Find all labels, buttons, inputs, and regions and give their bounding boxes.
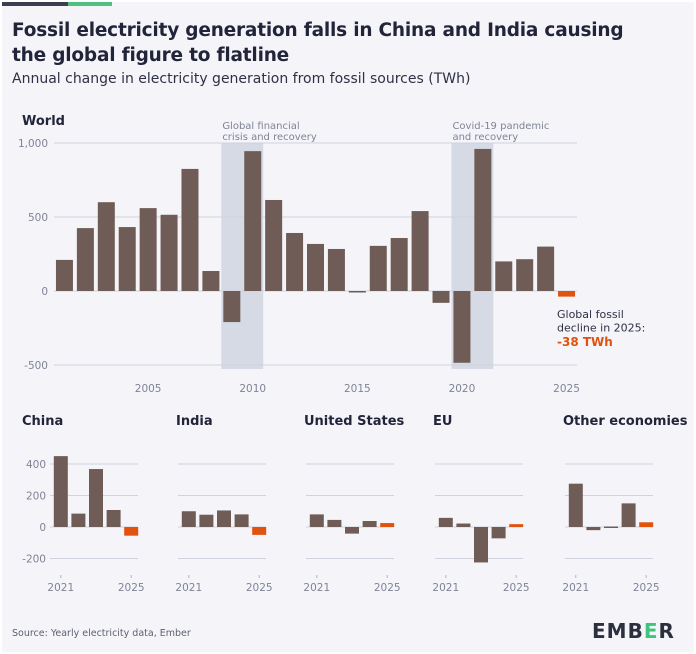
india-xtick-label-1: 2025 (246, 582, 273, 594)
logo-part-e: E (643, 619, 659, 643)
india-bar-2022 (199, 514, 214, 527)
china-bar-2022 (71, 513, 86, 527)
band-label-1-1: and recovery (452, 132, 518, 143)
world-bar-2022 (495, 261, 513, 291)
chart-title: Fossil electricity generation falls in C… (12, 20, 624, 66)
eu-bar-2023 (474, 527, 488, 563)
world-panel-title: World (22, 114, 65, 129)
world-bar-2011 (265, 199, 283, 291)
other-economies-bar-2021 (568, 483, 583, 527)
other-economies-xtick-label-0: 2021 (562, 582, 589, 594)
other-economies-bar-2024 (621, 503, 636, 527)
band-label-0-1: crisis and recovery (222, 132, 317, 143)
annotation-line-1: decline in 2025: (557, 322, 645, 335)
world-bar-2016 (369, 245, 387, 291)
china-bar-2024 (106, 509, 121, 527)
india-xtick-label-0: 2021 (175, 582, 202, 594)
band-label-1-0: Covid-19 pandemic (452, 121, 549, 132)
world-bar-2003 (97, 202, 115, 291)
world-bar-2013 (307, 243, 324, 291)
world-xtick-label-4: 2025 (553, 383, 580, 395)
other-economies-bar-2025 (639, 522, 654, 527)
eu-panel-title: EU (433, 414, 452, 429)
eu-bar-2024 (491, 527, 506, 539)
china-xtick-label-0: 2021 (47, 582, 74, 594)
band-label-0-0: Global financial (222, 121, 299, 132)
china-ytick-label-1: 200 (26, 491, 46, 503)
world-bar-2017 (390, 238, 408, 291)
world-bar-2005 (139, 208, 157, 291)
world-bar-2004 (118, 227, 136, 291)
world-bar-2015 (348, 291, 366, 293)
india-bar-2023 (217, 510, 231, 527)
annotation-line-0: Global fossil (557, 308, 624, 321)
united-states-bar-2024 (362, 521, 377, 527)
china-ytick-label-3: -200 (22, 554, 46, 566)
eu-bar-2021 (438, 517, 453, 527)
other-economies-panel-title: Other economies (563, 414, 688, 429)
world-ytick-label-3: -500 (24, 360, 48, 372)
world-xtick-label-3: 2020 (449, 383, 476, 395)
eu-bar-2022 (456, 523, 471, 527)
brand-accent-bar (2, 2, 112, 6)
china-ytick-label-0: 400 (26, 459, 46, 471)
world-bar-2020 (453, 291, 471, 363)
world-bar-2001 (55, 259, 73, 291)
source-note: Source: Yearly electricity data, Ember (12, 628, 191, 639)
united-states-bar-2025 (380, 523, 395, 527)
world-ytick-label-0: 1,000 (18, 138, 48, 150)
other-economies-bar-2023 (604, 526, 618, 528)
world-bar-2021 (474, 148, 492, 291)
world-bar-2008 (202, 271, 220, 291)
china-panel-title: China (22, 414, 63, 429)
world-bar-2018 (411, 211, 429, 291)
india-bar-2025 (252, 527, 267, 535)
world-bar-2012 (286, 232, 304, 291)
eu-xtick-label-1: 2025 (503, 582, 530, 594)
world-bar-2009 (223, 291, 241, 323)
logo-part-3: R (658, 619, 675, 643)
united-states-bar-2023 (345, 527, 359, 534)
world-bar-2006 (160, 214, 178, 291)
eu-xtick-label-0: 2021 (432, 582, 459, 594)
china-bar-2021 (53, 456, 68, 527)
world-bar-2002 (76, 228, 94, 291)
united-states-xtick-label-1: 2025 (374, 582, 401, 594)
china-bar-2025 (124, 527, 139, 536)
united-states-panel-title: United States (304, 414, 405, 429)
annotation-value: -38 TWh (557, 335, 613, 349)
world-xtick-label-0: 2005 (135, 383, 162, 395)
world-ytick-label-2: 0 (41, 286, 48, 298)
china-bar-2023 (89, 469, 103, 527)
world-bar-2010 (244, 151, 262, 291)
china-ytick-label-2: 0 (39, 522, 46, 534)
world-bar-2019 (432, 291, 450, 303)
world-bar-2023 (516, 259, 534, 291)
india-bar-2024 (234, 514, 249, 527)
united-states-bar-2022 (327, 519, 342, 527)
logo-part-1: EMB (592, 619, 644, 643)
world-bar-2007 (181, 168, 199, 291)
ember-logo: EMBER (592, 619, 675, 643)
united-states-bar-2021 (309, 514, 324, 527)
world-xtick-label-2: 2015 (344, 383, 371, 395)
other-economies-bar-2022 (586, 527, 601, 531)
world-xtick-label-1: 2010 (239, 383, 266, 395)
other-economies-xtick-label-1: 2025 (633, 582, 660, 594)
china-xtick-label-1: 2025 (118, 582, 145, 594)
india-panel-title: India (176, 414, 213, 429)
world-ytick-label-1: 500 (28, 212, 48, 224)
world-bar-2024 (537, 246, 555, 291)
united-states-xtick-label-0: 2021 (303, 582, 330, 594)
india-bar-2021 (181, 511, 196, 527)
world-bar-2014 (327, 248, 345, 291)
world-bar-2025 (558, 291, 576, 297)
eu-bar-2025 (509, 524, 524, 527)
chart-subtitle: Annual change in electricity generation … (12, 71, 471, 87)
